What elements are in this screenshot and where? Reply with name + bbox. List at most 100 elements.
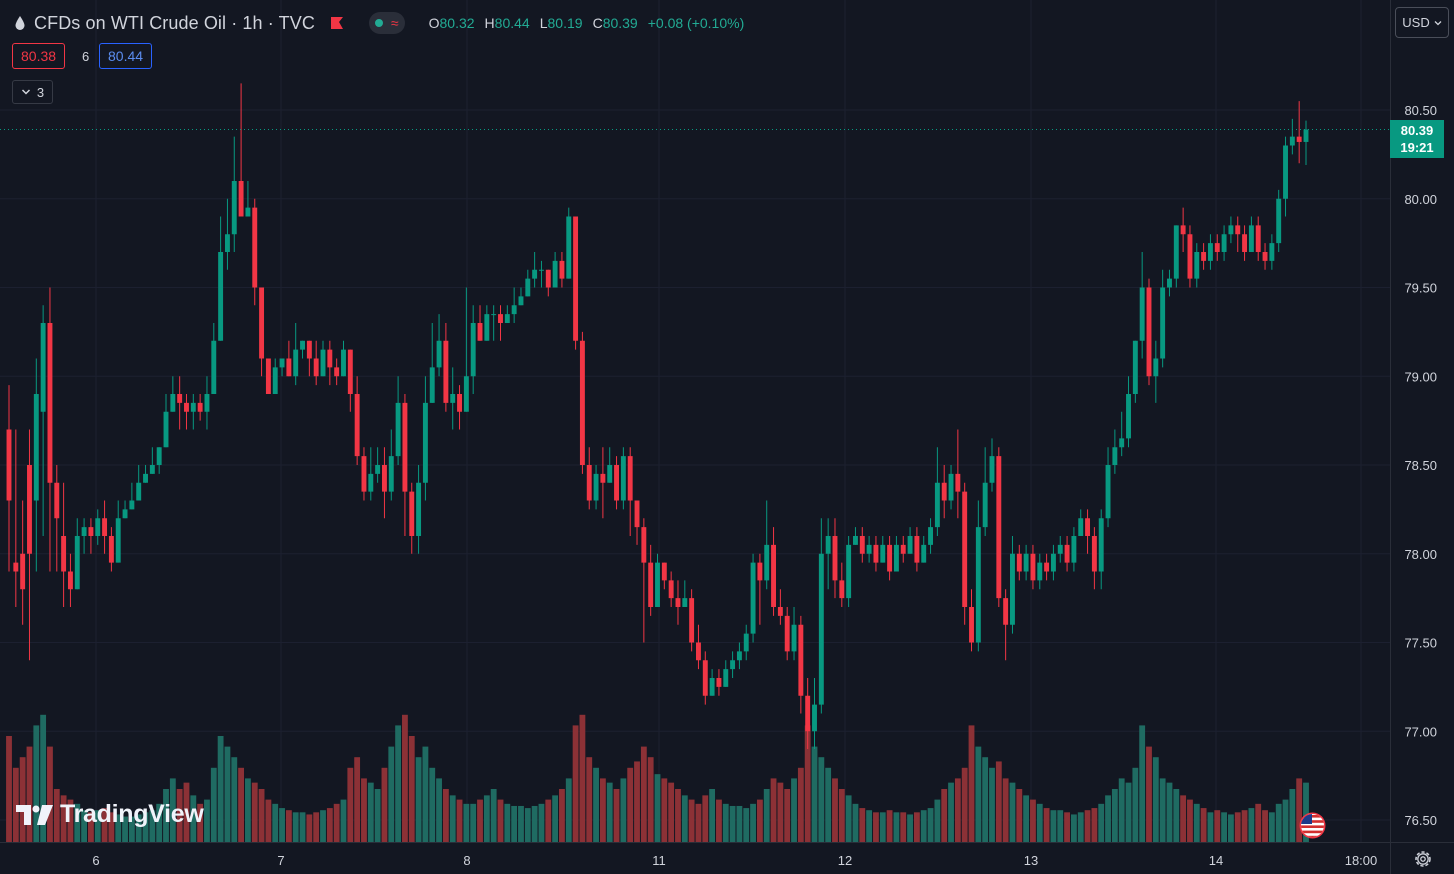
candle-body <box>1085 518 1091 536</box>
candle-body <box>723 669 729 687</box>
volume-bar <box>272 803 279 842</box>
us-flag-icon[interactable] <box>1299 812 1326 839</box>
volume-bar <box>497 799 504 842</box>
volume-bar <box>258 789 265 842</box>
candle-body <box>27 465 32 554</box>
volume-bar <box>490 789 497 842</box>
volume-bar <box>326 808 333 842</box>
volume-bar <box>900 812 907 842</box>
candle-body <box>129 500 135 510</box>
currency-selector[interactable]: USD <box>1395 7 1449 38</box>
candle-body <box>313 358 319 377</box>
volume-bar <box>313 812 320 842</box>
volume-bar <box>524 808 531 842</box>
candle-body <box>1248 225 1254 252</box>
indicators-toggle-button[interactable]: 3 <box>12 80 53 104</box>
price-tick-label: 79.00 <box>1404 369 1437 384</box>
volume-bar <box>415 757 422 842</box>
volume-bar <box>190 795 197 842</box>
symbol-title[interactable]: CFDs on WTI Crude Oil · 1h · TVC <box>34 12 315 33</box>
spread-value: 6 <box>82 49 90 64</box>
volume-bar <box>47 746 53 842</box>
volume-bar <box>1227 814 1234 842</box>
volume-bar <box>149 810 156 842</box>
candle-body <box>1044 562 1050 572</box>
volume-bar <box>402 714 408 842</box>
candle-body <box>1221 234 1227 252</box>
candle-body <box>477 323 483 341</box>
price-tick-label: 77.00 <box>1404 724 1437 739</box>
candle-body <box>40 323 46 412</box>
volume-bar <box>668 782 675 842</box>
buy-price-button[interactable]: 80.44 <box>99 43 153 69</box>
candlestick-series <box>6 83 1309 749</box>
candle-body <box>559 260 565 279</box>
candle-body <box>1214 243 1220 252</box>
candle-body <box>422 402 428 483</box>
volume-bar <box>1152 757 1159 842</box>
candle-body <box>1153 358 1159 377</box>
volume-bar <box>866 810 873 842</box>
volume-bar <box>1221 812 1227 842</box>
volume-bar <box>463 803 470 842</box>
candle-body <box>381 465 387 492</box>
volume-bar <box>613 789 620 842</box>
volume-bar <box>845 795 852 842</box>
volume-bar <box>1036 803 1043 842</box>
tradingview-logo-icon <box>16 804 53 825</box>
candle-body <box>231 181 237 235</box>
volume-bar <box>1159 778 1166 842</box>
candle-body <box>1262 252 1268 261</box>
candle-body <box>156 447 162 465</box>
volume-bar <box>565 778 572 842</box>
candle-body <box>81 527 87 536</box>
market-status-pill[interactable]: ≈ <box>368 12 405 34</box>
candle-body <box>887 544 893 572</box>
candle-body <box>1030 553 1036 581</box>
candle-body <box>197 402 203 412</box>
volume-bar <box>599 778 606 842</box>
candle-body <box>511 305 517 315</box>
volume-bar <box>1282 799 1289 842</box>
candle-body <box>1139 287 1145 341</box>
volume-bar <box>12 767 19 842</box>
volume-bar <box>1043 808 1050 842</box>
volume-bar <box>245 778 251 842</box>
candle-body <box>450 394 456 403</box>
volume-bar <box>606 782 613 842</box>
candle-body <box>825 536 831 554</box>
candle-body <box>368 473 374 492</box>
settings-gear-icon[interactable] <box>1413 849 1433 869</box>
candle-body <box>880 544 886 563</box>
volume-bar <box>579 714 586 842</box>
sell-price-button[interactable]: 80.38 <box>12 43 66 69</box>
volume-bar <box>763 789 770 842</box>
price-axis: 80.50 80.00 79.50 79.00 78.50 78.00 77.50 77.00… <box>1404 103 1437 828</box>
candle-body <box>67 571 73 590</box>
candle-body <box>463 376 469 412</box>
volume-bar <box>1118 778 1125 842</box>
wave-icon: ≈ <box>390 15 399 31</box>
candle-body <box>525 278 531 297</box>
candle-body <box>552 260 558 288</box>
candle-body <box>402 402 408 492</box>
market-flag-icon <box>330 17 343 29</box>
candle-body <box>975 527 981 643</box>
candle-body <box>218 252 224 341</box>
volume-bar <box>374 789 381 842</box>
tradingview-logo[interactable]: TradingView <box>16 800 204 829</box>
volume-bar <box>265 799 272 842</box>
volume-bar <box>995 761 1002 842</box>
volume-bar <box>1132 767 1139 842</box>
candle-body <box>1235 225 1241 235</box>
candle-body <box>149 465 155 474</box>
candle-body <box>115 518 121 563</box>
price-tick-label: 78.00 <box>1404 547 1437 562</box>
volume-bar <box>729 805 736 842</box>
candle-body <box>1296 136 1302 142</box>
candle-body <box>190 402 196 412</box>
volume-bar <box>1023 795 1030 842</box>
price-tick-label: 77.50 <box>1404 636 1437 651</box>
volume-bar <box>429 767 436 842</box>
